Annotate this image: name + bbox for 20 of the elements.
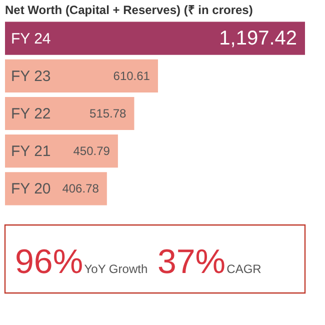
- y-tick-label: FY 21: [11, 143, 51, 160]
- bar: [5, 134, 118, 168]
- bar: [5, 59, 158, 92]
- data-label: 515.78: [90, 106, 127, 120]
- data-label: 450.79: [73, 144, 110, 158]
- y-tick-label: FY 22: [11, 106, 51, 122]
- y-tick-label: FY 20: [11, 180, 51, 198]
- data-label: 1,197.42: [219, 27, 297, 50]
- bar: [5, 96, 134, 130]
- text: 96%: [15, 243, 84, 281]
- y-tick-label: FY 23: [11, 68, 51, 85]
- text: YoY Growth: [84, 262, 148, 276]
- y-tick-label: FY 24: [11, 30, 51, 48]
- text: 37%: [157, 243, 226, 281]
- chart-title: Net Worth (Capital + Reserves) (₹ in crores): [5, 3, 253, 17]
- bar: [5, 172, 107, 206]
- data-label: 610.61: [113, 68, 150, 83]
- bar: [5, 22, 305, 55]
- text: CAGR: [226, 262, 262, 276]
- data-label: 406.78: [62, 182, 100, 196]
